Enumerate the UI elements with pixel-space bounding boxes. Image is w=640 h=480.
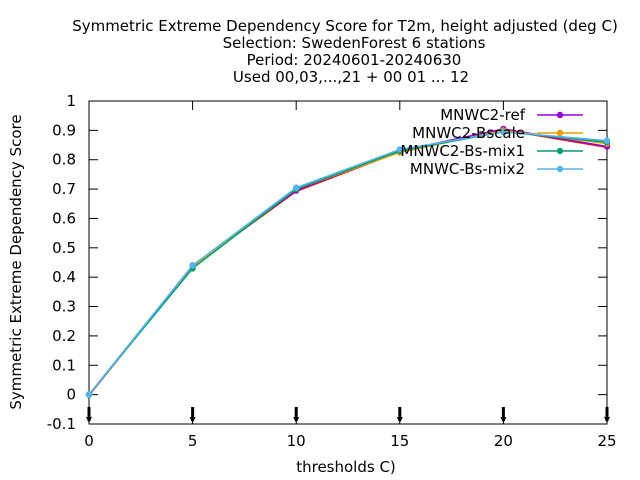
data-point — [603, 137, 611, 144]
y-tick-label: 0.2 — [52, 327, 76, 345]
y-tick-label: 0.6 — [52, 209, 76, 227]
y-axis: -0.1 0 0.1 0.2 0.3 0.4 0.5 0.6 0.7 0.8 0.9 1 — [47, 92, 607, 433]
y-tick-label: 0.7 — [52, 180, 76, 198]
legend: MNWC2-refMNWC2-BscaleMNWC2-Bs-mix1MNWC-B… — [400, 106, 583, 178]
y-tick-label: 0.8 — [52, 151, 76, 169]
x-marker-arrow — [500, 417, 507, 423]
y-tick-label: -0.1 — [47, 415, 76, 433]
x-marker-arrow — [396, 417, 403, 423]
title-line-1: Symmetric Extreme Dependency Score for T… — [72, 17, 618, 35]
x-tick-label: 0 — [84, 432, 94, 450]
x-axis-label: thresholds C) — [296, 458, 396, 476]
series-line — [88, 131, 608, 396]
x-axis: 0 5 10 15 20 25 — [84, 101, 617, 450]
y-axis-label: Symmetric Extreme Dependency Score — [7, 114, 25, 409]
title-line-2: Selection: SwedenForest 6 stations — [223, 34, 486, 52]
data-point — [189, 262, 196, 269]
x-tick-label: 10 — [287, 432, 306, 450]
y-tick-label: 1 — [66, 92, 76, 110]
legend-label: MNWC2-Bs-mix1 — [400, 142, 525, 160]
x-tick-label: 5 — [188, 432, 198, 450]
series-group — [85, 125, 611, 398]
x-marker-arrow — [604, 417, 610, 423]
data-point — [85, 391, 93, 398]
y-tick-label: 0.3 — [52, 298, 76, 316]
x-tick-label: 15 — [390, 432, 409, 450]
x-tick-label: 25 — [597, 432, 616, 450]
data-point — [500, 128, 507, 136]
series-0 — [85, 125, 611, 398]
title-line-3: Period: 20240601-20240630 — [247, 51, 462, 69]
x-marker-arrow — [86, 417, 92, 423]
legend-swatch-point — [556, 111, 564, 119]
data-point — [293, 184, 300, 191]
x-marker-arrow — [293, 417, 300, 423]
y-tick-label: 0.4 — [52, 268, 76, 286]
legend-label: MNWC2-ref — [440, 106, 525, 124]
chart-title: Symmetric Extreme Dependency Score for T… — [72, 17, 618, 86]
legend-label: MNWC2-Bscale — [412, 124, 525, 142]
legend-swatch-point — [556, 147, 564, 155]
data-point — [396, 146, 403, 153]
x-tick-label: 20 — [494, 432, 513, 450]
series-3 — [85, 128, 611, 398]
x-marker-arrow — [189, 417, 196, 423]
legend-swatch-point — [556, 129, 564, 137]
y-tick-label: 0.5 — [52, 239, 76, 257]
y-tick-label: 0.1 — [52, 356, 76, 374]
y-tick-label: 0.9 — [52, 121, 76, 139]
legend-label: MNWC-Bs-mix2 — [410, 160, 525, 178]
legend-swatch-point — [556, 165, 564, 173]
plot-frame — [88, 100, 608, 425]
title-line-4: Used 00,03,...,21 + 00 01 ... 12 — [233, 68, 469, 86]
y-tick-label: 0 — [66, 386, 76, 404]
